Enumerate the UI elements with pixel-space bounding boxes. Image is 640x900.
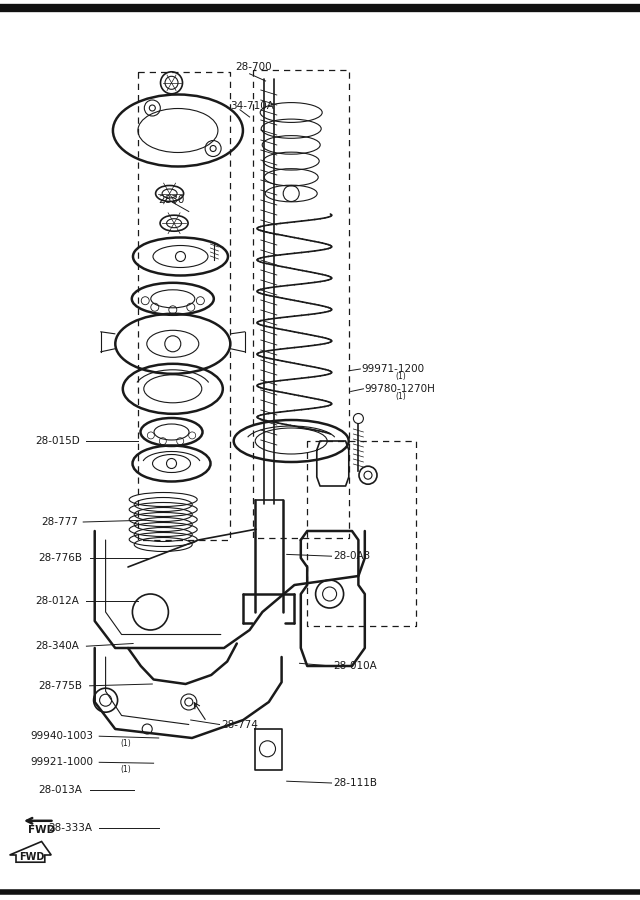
Text: 28-010A: 28-010A [333, 661, 376, 671]
Text: (1): (1) [396, 392, 406, 400]
Text: 28-015D: 28-015D [35, 436, 80, 446]
Text: 28-775B: 28-775B [38, 680, 83, 691]
Text: 34-710A: 34-710A [230, 101, 275, 112]
Text: 99971-1200: 99971-1200 [362, 364, 425, 374]
Text: 99921-1000: 99921-1000 [31, 757, 93, 768]
Text: 28-340A: 28-340A [35, 641, 79, 652]
Text: 2830: 2830 [159, 194, 185, 205]
Text: 28-774: 28-774 [221, 719, 258, 730]
Text: 28-776B: 28-776B [38, 553, 83, 563]
Text: (1): (1) [396, 372, 406, 381]
Text: 28-700: 28-700 [236, 62, 272, 73]
Text: 99940-1003: 99940-1003 [31, 731, 93, 742]
Text: (1): (1) [120, 765, 131, 774]
Text: 28-012A: 28-012A [35, 596, 79, 607]
Text: 99780-1270H: 99780-1270H [365, 383, 436, 394]
Text: 28-0A3: 28-0A3 [333, 551, 370, 562]
Text: FWD: FWD [28, 824, 55, 835]
Text: 28-013A: 28-013A [38, 785, 83, 796]
Text: FWD: FWD [19, 851, 45, 862]
Text: 28-333A: 28-333A [48, 823, 92, 833]
Text: 28-111B: 28-111B [333, 778, 377, 788]
Text: 28-777: 28-777 [42, 517, 79, 527]
Text: (1): (1) [120, 739, 131, 748]
